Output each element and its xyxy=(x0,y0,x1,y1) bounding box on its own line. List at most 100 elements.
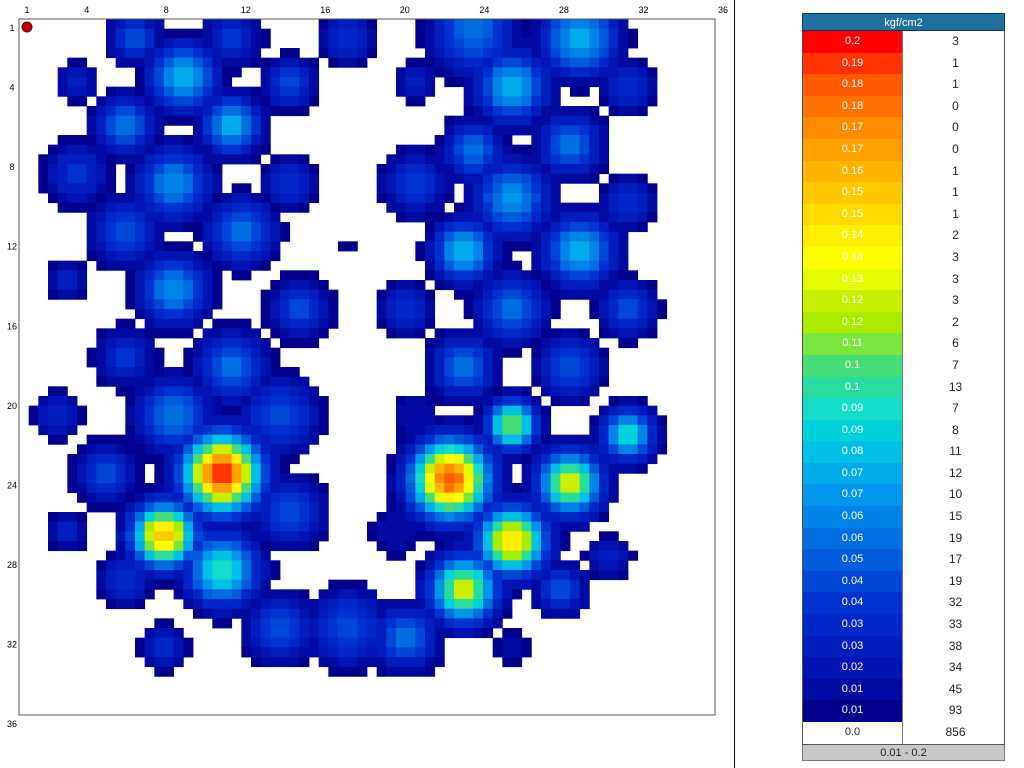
heat-cell xyxy=(463,164,474,175)
heat-cell xyxy=(434,463,445,474)
heat-cell xyxy=(541,357,552,368)
heat-cell xyxy=(125,550,136,561)
heat-cell xyxy=(463,289,474,300)
heat-cell xyxy=(231,347,242,358)
x-tick-label: 20 xyxy=(400,5,410,15)
heat-cell xyxy=(502,96,513,107)
heat-cell xyxy=(154,173,165,184)
heat-cell xyxy=(135,270,146,281)
heat-cell xyxy=(599,96,610,107)
heat-cell xyxy=(434,193,445,204)
heat-cell xyxy=(589,28,600,39)
heat-cell xyxy=(144,289,155,300)
heat-cell xyxy=(144,241,155,252)
heat-cell xyxy=(405,492,416,503)
heat-cell xyxy=(222,328,233,339)
heat-cell xyxy=(425,241,436,252)
heat-cell xyxy=(193,260,204,271)
heat-cell xyxy=(86,164,97,175)
heat-cell xyxy=(289,376,300,387)
heat-cell xyxy=(115,154,126,165)
heat-cell xyxy=(173,96,184,107)
heat-cell xyxy=(154,270,165,281)
heat-cell xyxy=(299,57,310,68)
heat-cell xyxy=(125,570,136,581)
heat-cell xyxy=(260,231,271,242)
heat-cell xyxy=(125,521,136,532)
heat-cell xyxy=(386,309,397,320)
heat-cell xyxy=(183,28,194,39)
legend-table: 0.2 3 0.19 1 0.18 1 0.18 0 0.17 0 0.17 0 0.16 1 0.15 1 0… xyxy=(802,31,1005,745)
heat-cell xyxy=(454,444,465,455)
heat-cell xyxy=(125,270,136,281)
heat-cell xyxy=(212,38,223,49)
heat-cell xyxy=(541,289,552,300)
heat-cell xyxy=(289,202,300,213)
heat-cell xyxy=(550,280,561,291)
heat-cell xyxy=(637,299,648,310)
heat-cell xyxy=(560,144,571,155)
heat-cell xyxy=(338,589,349,600)
heat-cell xyxy=(550,106,561,117)
heat-cell xyxy=(144,454,155,465)
heat-cell xyxy=(260,502,271,513)
heat-cell xyxy=(193,579,204,590)
heat-cell xyxy=(560,106,571,117)
heat-cell xyxy=(125,454,136,465)
heat-cell xyxy=(125,328,136,339)
heat-cell xyxy=(608,463,619,474)
heat-cell xyxy=(86,434,97,445)
heat-cell xyxy=(502,251,513,262)
legend-row: 0.14 2 xyxy=(803,225,1004,247)
heat-cell xyxy=(299,164,310,175)
heat-cell xyxy=(560,502,571,513)
heat-cell xyxy=(280,96,291,107)
heat-cell xyxy=(67,405,78,416)
heat-cell xyxy=(454,338,465,349)
heat-cell xyxy=(589,57,600,68)
heat-cell xyxy=(637,222,648,233)
heat-cell xyxy=(589,376,600,387)
heat-cell xyxy=(164,444,175,455)
heat-cell xyxy=(521,19,532,30)
heat-cell xyxy=(444,173,455,184)
legend-row: 0.08 11 xyxy=(803,441,1004,463)
heat-cell xyxy=(444,521,455,532)
heat-cell xyxy=(502,521,513,532)
heat-cell xyxy=(222,463,233,474)
heat-cell xyxy=(579,86,590,97)
plot-frame xyxy=(18,18,716,716)
heat-cell xyxy=(425,599,436,610)
heat-cell xyxy=(222,144,233,155)
heat-cell xyxy=(86,357,97,368)
heat-cell xyxy=(222,19,233,30)
heat-cell xyxy=(154,405,165,416)
heat-cell xyxy=(115,222,126,233)
heat-cell xyxy=(541,270,552,281)
heat-cell xyxy=(647,318,658,329)
heat-cell xyxy=(299,77,310,88)
heat-cell xyxy=(396,405,407,416)
heat-cell xyxy=(309,386,320,397)
heat-cell xyxy=(376,666,387,677)
heat-cell xyxy=(560,164,571,175)
heat-cell xyxy=(173,425,184,436)
heat-cell xyxy=(589,386,600,397)
heat-cell xyxy=(434,579,445,590)
heat-cell xyxy=(231,125,242,136)
heat-cell xyxy=(637,193,648,204)
heat-cell xyxy=(463,483,474,494)
heat-cell xyxy=(125,19,136,30)
heat-cell xyxy=(289,415,300,426)
heat-cell xyxy=(135,67,146,78)
heat-cell xyxy=(183,222,194,233)
heat-cell xyxy=(473,376,484,387)
heat-cell xyxy=(164,628,175,639)
heat-cell xyxy=(618,328,629,339)
heat-cell xyxy=(251,483,262,494)
heat-cell xyxy=(483,202,494,213)
heat-cell xyxy=(86,241,97,252)
heat-cell xyxy=(463,212,474,223)
heat-cell xyxy=(415,202,426,213)
heat-cell xyxy=(657,434,668,445)
